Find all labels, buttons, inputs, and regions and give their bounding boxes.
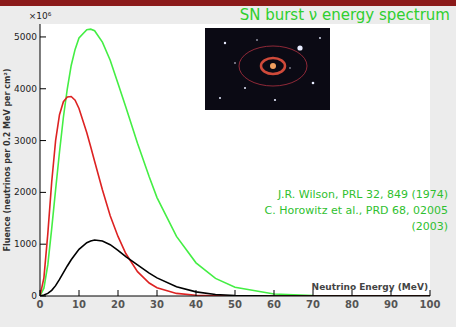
inset-star [289,67,290,68]
inset-star [256,39,258,41]
y-tick-label: 4000 [14,84,37,94]
inset-ring [261,58,285,74]
y-axis [40,24,41,296]
x-tick [40,290,41,296]
y-tick [40,36,46,37]
curves [40,29,430,296]
x-tick [79,290,80,296]
x-tick [274,290,275,296]
x-tick-label: 10 [72,299,86,310]
spectrum-curve [40,240,430,296]
x-tick [118,290,119,296]
x-tick-label: 20 [111,299,125,310]
x-tick [196,290,197,296]
y-tick [40,296,46,297]
inset-star [224,42,226,44]
x-tick-label: 50 [228,299,242,310]
reference-annotation: (2003) [411,220,448,233]
y-tick-label: 1000 [14,239,37,249]
x-tick [235,290,236,296]
inset-image [205,28,330,110]
inset-star [312,82,315,85]
inset-background [205,28,330,110]
reference-annotation: C. Horowitz et al., PRD 68, 02005 [265,204,448,217]
title: SN burst ν energy spectrum [240,6,450,24]
y-tick-label: 5000 [14,32,37,42]
y-tick [40,244,46,245]
x-tick-label: 100 [420,299,441,310]
y-tick-label: 3000 [14,136,37,146]
x-tick-label: 30 [150,299,164,310]
plot-area [40,24,430,296]
y-scale-label: ×10⁶ [29,11,52,21]
x-axis-title: Neutrino Energy (MeV) [312,282,428,292]
x-tick-label: 80 [345,299,359,310]
y-tick [40,88,46,89]
x-tick [157,290,158,296]
y-tick [40,140,46,141]
y-axis-title: Fluence (neutrinos per 0.2 MeV per cm²) [3,68,12,251]
inset-star [274,99,276,101]
inset-star [244,87,246,89]
spectrum-curve [40,29,430,296]
x-tick-label: 0 [37,299,44,310]
inset-star [234,62,236,64]
x-tick-label: 70 [306,299,320,310]
reference-annotation: J.R. Wilson, PRL 32, 849 (1974) [277,188,448,201]
y-tick [40,192,46,193]
x-tick-label: 90 [384,299,398,310]
inset-star [219,97,221,99]
x-tick-label: 60 [267,299,281,310]
inset-star [297,45,302,50]
y-tick-label: 2000 [14,187,37,197]
x-tick-label: 40 [189,299,203,310]
inset-star [319,37,321,39]
inset-core [270,63,276,69]
x-tick [430,290,431,296]
inset-outer-ring [239,46,307,86]
chart: SN burst ν energy spectrum ×10⁶ 0 1000 2000 3… [0,0,456,327]
background [0,0,456,327]
